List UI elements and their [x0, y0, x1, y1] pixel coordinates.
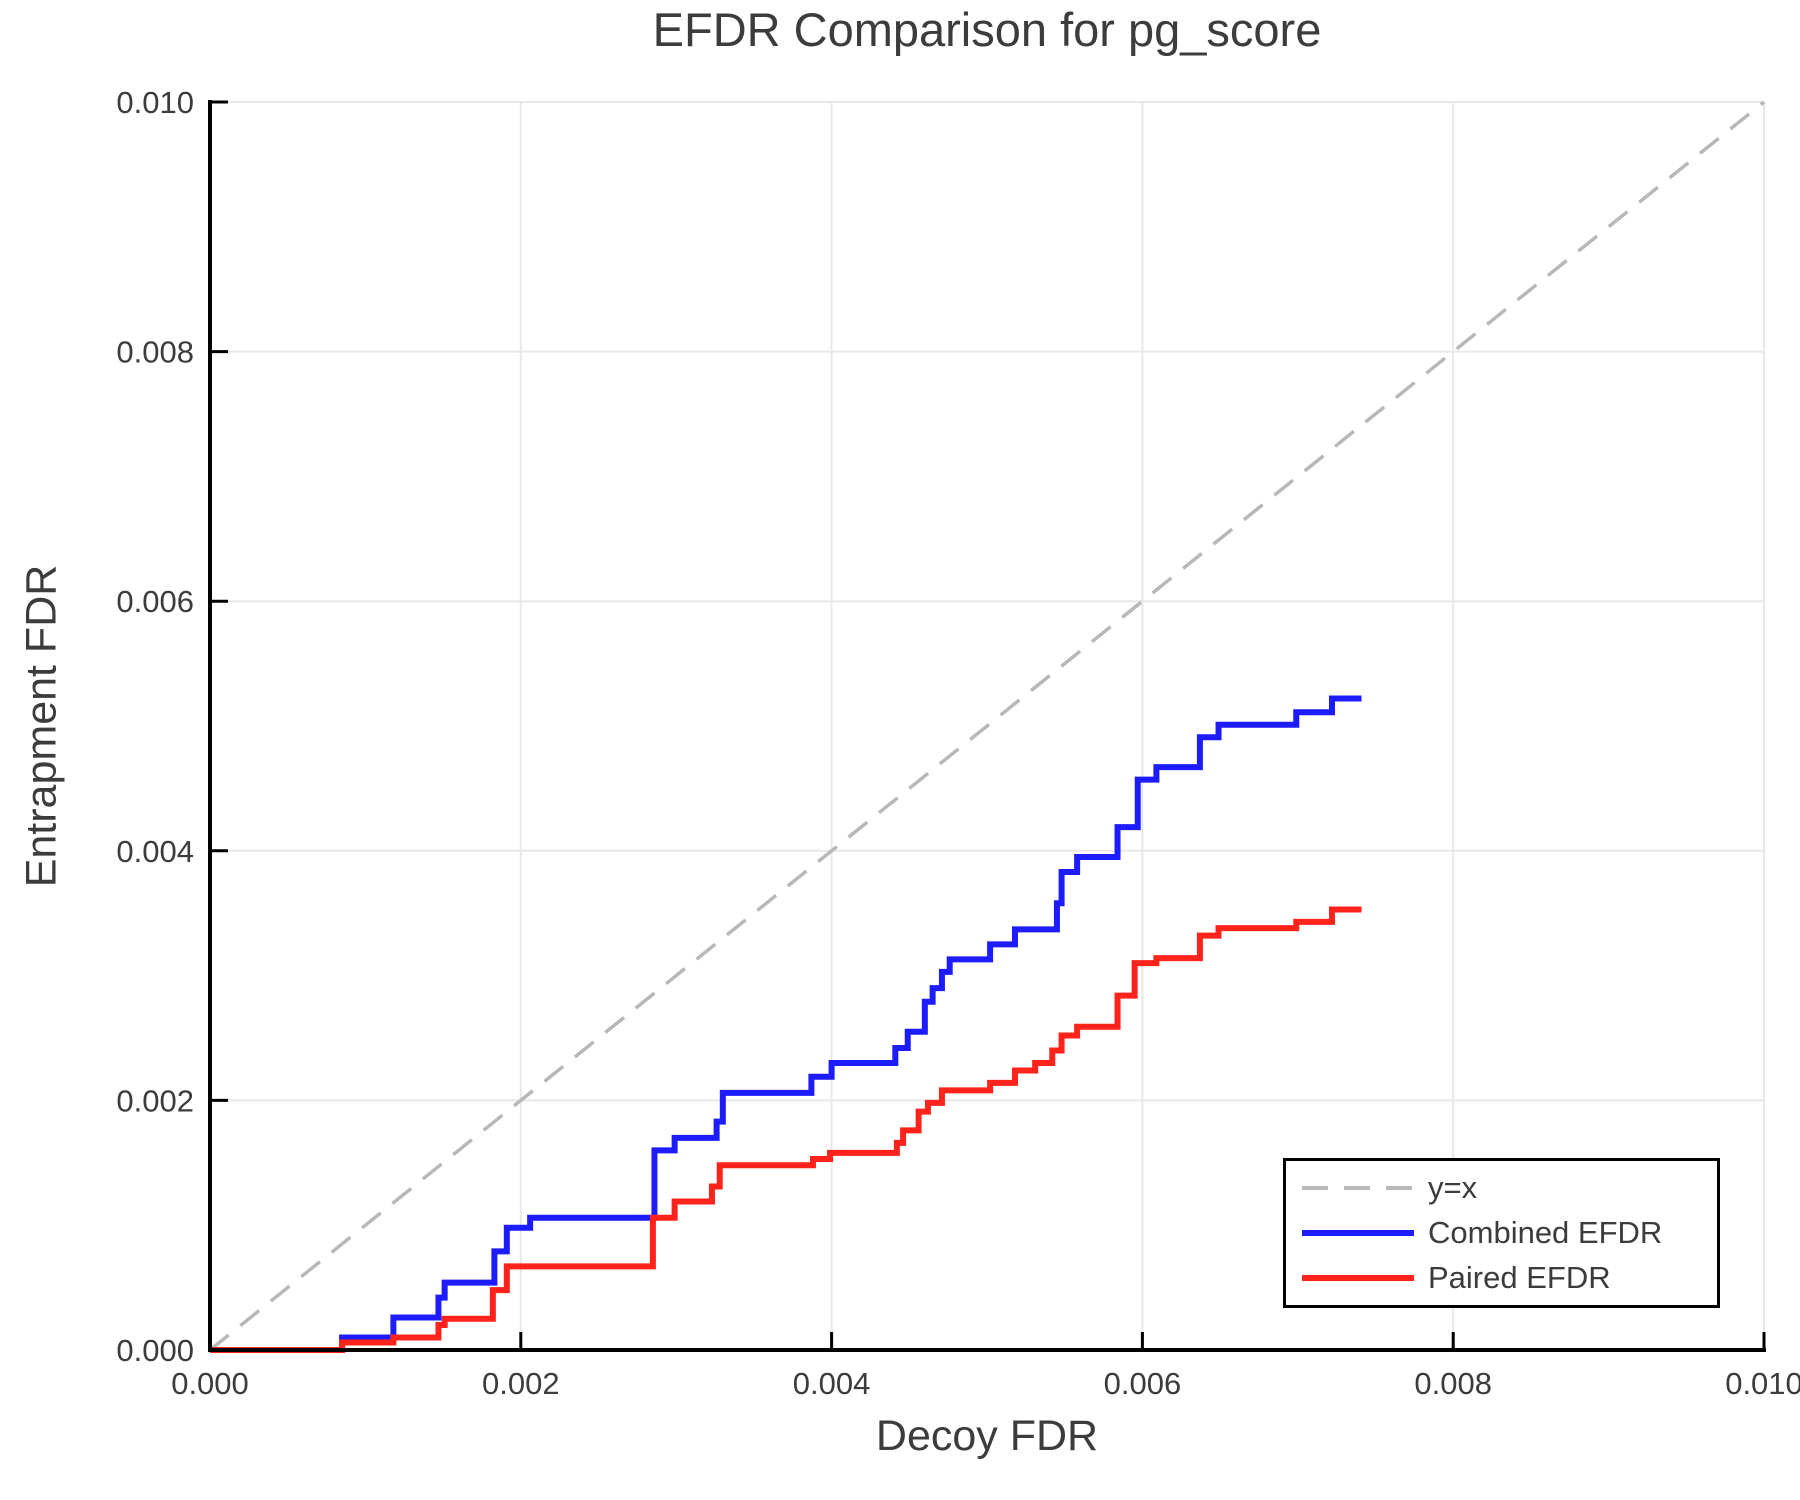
series-line-paired-efdr: [210, 906, 1362, 1353]
x-axis-label: Decoy FDR: [875, 1412, 1099, 1460]
legend-item: y=x: [1286, 1168, 1717, 1208]
y-tick-label: 0.004: [116, 834, 194, 869]
legend-label: Combined EFDR: [1428, 1215, 1663, 1250]
series-line-y-x: [208, 100, 1766, 1352]
legend-line-sample: [1302, 1230, 1414, 1236]
legend-label: y=x: [1428, 1170, 1478, 1205]
x-tick-label: 0.008: [1414, 1366, 1492, 1401]
series-line-combined-efdr: [210, 695, 1362, 1353]
y-axis-label: Entrapment FDR: [17, 564, 66, 888]
x-tick-label: 0.000: [171, 1366, 249, 1401]
legend-line-sample: [1302, 1186, 1414, 1190]
legend-item: Combined EFDR: [1286, 1213, 1717, 1253]
x-tick-label: 0.010: [1725, 1366, 1800, 1401]
legend-item: Paired EFDR: [1286, 1258, 1717, 1298]
x-tick-label: 0.006: [1104, 1366, 1182, 1401]
x-tick-label: 0.004: [793, 1366, 871, 1401]
y-tick-label: 0.006: [116, 584, 194, 619]
legend-line-sample: [1302, 1275, 1414, 1281]
x-tick-label: 0.002: [482, 1366, 560, 1401]
chart-title: EFDR Comparison for pg_score: [652, 3, 1322, 56]
legend: y=x Combined EFDR Paired EFDR: [1283, 1158, 1720, 1308]
y-tick-label: 0.010: [116, 85, 194, 120]
legend-label: Paired EFDR: [1428, 1260, 1611, 1295]
y-tick-label: 0.002: [116, 1083, 194, 1118]
y-tick-label: 0.008: [116, 335, 194, 370]
y-tick-label: 0.000: [116, 1333, 194, 1368]
